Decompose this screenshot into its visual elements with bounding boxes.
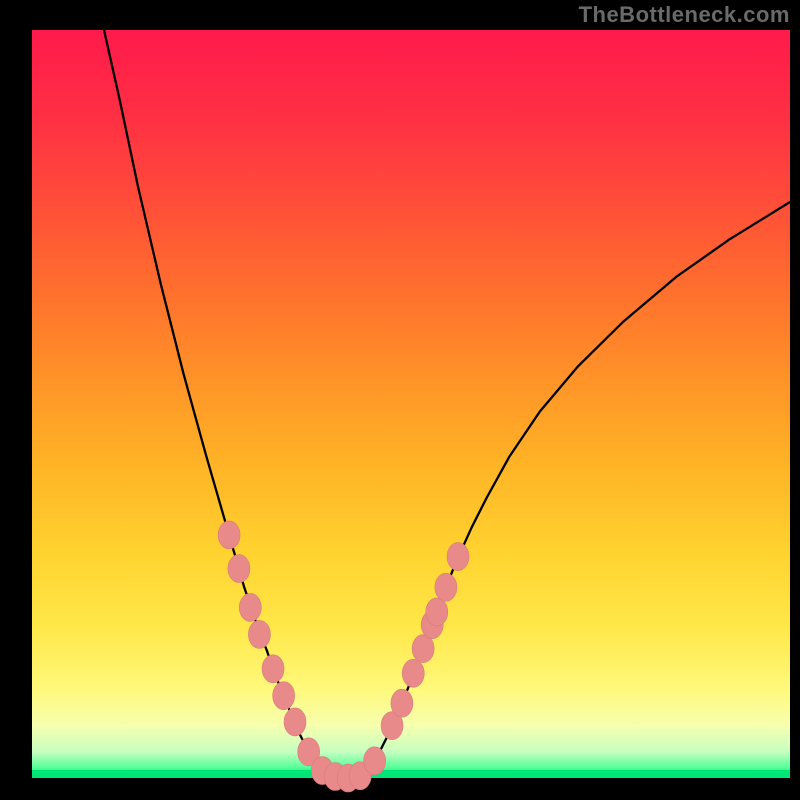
data-marker <box>248 620 270 648</box>
data-marker <box>262 655 284 683</box>
data-marker <box>284 708 306 736</box>
data-marker <box>391 689 413 717</box>
bottleneck-chart <box>0 0 800 800</box>
data-marker <box>273 682 295 710</box>
data-marker <box>447 543 469 571</box>
data-marker <box>239 593 261 621</box>
data-marker <box>435 573 457 601</box>
data-marker <box>426 598 448 626</box>
data-marker <box>364 747 386 775</box>
baseline-strip <box>32 770 790 778</box>
chart-container: TheBottleneck.com <box>0 0 800 800</box>
data-marker <box>228 555 250 583</box>
data-marker <box>218 521 240 549</box>
data-marker <box>402 659 424 687</box>
